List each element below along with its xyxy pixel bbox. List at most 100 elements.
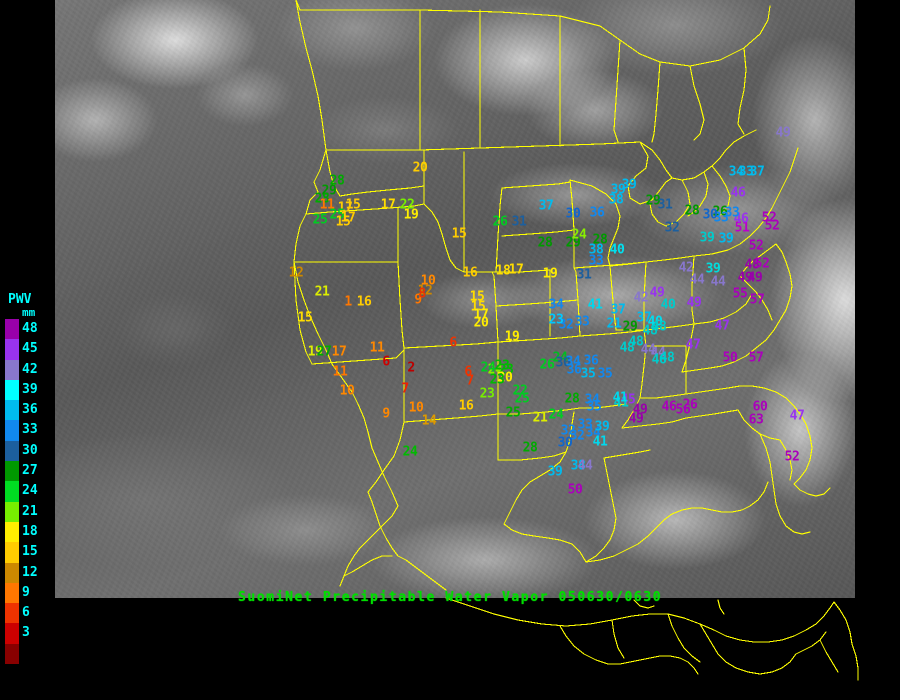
pwv-station-value: 49 xyxy=(686,295,702,311)
pwv-station-value: 21 xyxy=(606,316,622,332)
pwv-station-value: 29 xyxy=(321,183,337,199)
pwv-station-value: 34 xyxy=(728,164,744,180)
pwv-station-value: 46 xyxy=(733,211,749,227)
colorbar-swatch-6 xyxy=(5,603,19,624)
pwv-station-value: 39 xyxy=(718,231,734,247)
colorbar-label-42: 42 xyxy=(22,361,38,377)
pwv-station-value: 11 xyxy=(332,364,348,380)
pwv-station-value: 18 xyxy=(495,263,511,279)
pwv-station-value: 36 xyxy=(583,353,599,369)
pwv-station-value: 19 xyxy=(542,266,558,282)
pwv-station-value: 9 xyxy=(382,406,390,422)
pwv-station-value: 11 xyxy=(369,340,385,356)
colorbar-swatch-24 xyxy=(5,481,19,502)
pwv-station-value: 15 xyxy=(451,226,467,242)
colorbar-label-15: 15 xyxy=(22,544,38,560)
colorbar-swatch-18 xyxy=(5,521,19,543)
pwv-station-value: 16 xyxy=(462,265,478,281)
pwv-station-value: 14 xyxy=(421,413,437,429)
pwv-station-value: 44 xyxy=(577,458,593,474)
colorbar-label-9: 9 xyxy=(22,584,30,600)
pwv-station-value: 24 xyxy=(571,227,587,243)
pwv-station-value: 41 xyxy=(592,434,608,450)
pwv-station-value: 50 xyxy=(567,482,583,498)
pwv-station-value: 35 xyxy=(597,366,613,382)
pwv-station-value: 37 xyxy=(636,310,652,326)
pwv-station-value: 24 xyxy=(487,362,503,378)
pwv-station-value: 17 xyxy=(340,210,356,226)
pwv-station-value: 8 xyxy=(418,286,426,302)
pwv-station-value: 48 xyxy=(642,323,658,339)
pwv-station-value: 39 xyxy=(699,230,715,246)
pwv-station-value: 55 xyxy=(732,286,748,302)
pwv-station-value: 12 xyxy=(417,283,433,299)
colorbar-swatch-42 xyxy=(5,359,19,380)
colorbar-units-label: mm xyxy=(22,306,36,319)
pwv-station-value: 12 xyxy=(288,265,304,281)
pwv-station-value: 34 xyxy=(585,425,601,441)
pwv-station-value: 39 xyxy=(610,182,626,198)
pwv-station-value: 32 xyxy=(664,220,680,236)
pwv-station-value: 16 xyxy=(356,294,372,310)
pwv-station-value: 28 xyxy=(564,391,580,407)
pwv-station-value: 33 xyxy=(738,164,754,180)
pwv-station-value: 24 xyxy=(402,444,418,460)
colorbar-swatch-27 xyxy=(5,461,19,482)
pwv-station-value: 30 xyxy=(702,207,718,223)
pwv-station-value: 32 xyxy=(560,423,576,439)
pwv-station-value: 9 xyxy=(414,292,422,308)
colorbar-swatch-12 xyxy=(5,562,19,583)
pwv-station-value: 30 xyxy=(557,435,573,451)
colorbar-swatch-30 xyxy=(5,440,19,462)
pwv-station-value: 33 xyxy=(713,210,729,226)
pwv-station-value: 47 xyxy=(789,408,805,424)
pwv-station-value: 33 xyxy=(724,205,740,221)
pwv-station-value: 10 xyxy=(420,273,436,289)
pwv-station-value: 34 xyxy=(565,354,581,370)
pwv-station-value: 15 xyxy=(297,310,313,326)
colorbar-label-48: 48 xyxy=(22,321,38,336)
pwv-station-value: 48 xyxy=(651,319,667,335)
colorbar-swatch-9 xyxy=(5,582,19,604)
pwv-station-value: 48 xyxy=(619,340,635,356)
pwv-station-value: 46 xyxy=(661,399,677,415)
pwv-station-value: 52 xyxy=(748,238,764,254)
pwv-station-value: 20 xyxy=(497,370,513,386)
colorbar-swatch-39 xyxy=(5,379,19,401)
pwv-station-value: 49 xyxy=(737,270,753,286)
pwv-station-value: 36 xyxy=(566,362,582,378)
pwv-station-value: 28 xyxy=(329,173,345,189)
colorbar-swatch-3 xyxy=(5,623,19,644)
pwv-station-value: 24 xyxy=(480,360,496,376)
pwv-station-value: 44 xyxy=(650,345,666,361)
pwv-station-value: 16 xyxy=(458,398,474,414)
pwv-station-value: 17 xyxy=(380,197,396,213)
pwv-station-value: 45 xyxy=(620,392,636,408)
pwv-station-value: 17 xyxy=(473,307,489,323)
colorbar-swatch-strip xyxy=(5,319,19,665)
pwv-station-value: 51 xyxy=(734,220,750,236)
pwv-station-value: 15 xyxy=(469,289,485,305)
pwv-station-value: 19 xyxy=(403,207,419,223)
pwv-station-value: 32 xyxy=(569,428,585,444)
pwv-station-value: 42 xyxy=(633,290,649,306)
colorbar-label-45: 45 xyxy=(22,341,38,357)
pwv-station-value: 47 xyxy=(714,318,730,334)
colorbar-title: PWV xyxy=(8,292,32,307)
pwv-station-value: 40 xyxy=(647,314,663,330)
pwv-station-value: 29 xyxy=(622,319,638,335)
pwv-station-value: 44 xyxy=(689,272,705,288)
pwv-station-value: 25 xyxy=(514,391,530,407)
pwv-station-value: 27 xyxy=(316,344,332,360)
pwv-station-value: 1 xyxy=(344,294,352,310)
pwv-station-value: 23 xyxy=(498,362,514,378)
pwv-station-value: 24 xyxy=(548,407,564,423)
colorbar-tick-labels: 48 45 42 39 36 33 30 27 24 21 18 15 12 9 6 3 xyxy=(22,319,38,664)
pwv-station-value: 47 xyxy=(685,337,701,353)
pwv-colorbar: PWV mm 48 45 42 39 36 33 30 27 24 21 18 15 12 9 6 3 xyxy=(0,292,55,665)
pwv-station-value: 26 xyxy=(712,204,728,220)
pwv-station-value: 17 xyxy=(331,344,347,360)
colorbar-label-min xyxy=(22,644,38,664)
pwv-station-value: 30 xyxy=(555,355,571,371)
pwv-station-value: 33 xyxy=(588,253,604,269)
